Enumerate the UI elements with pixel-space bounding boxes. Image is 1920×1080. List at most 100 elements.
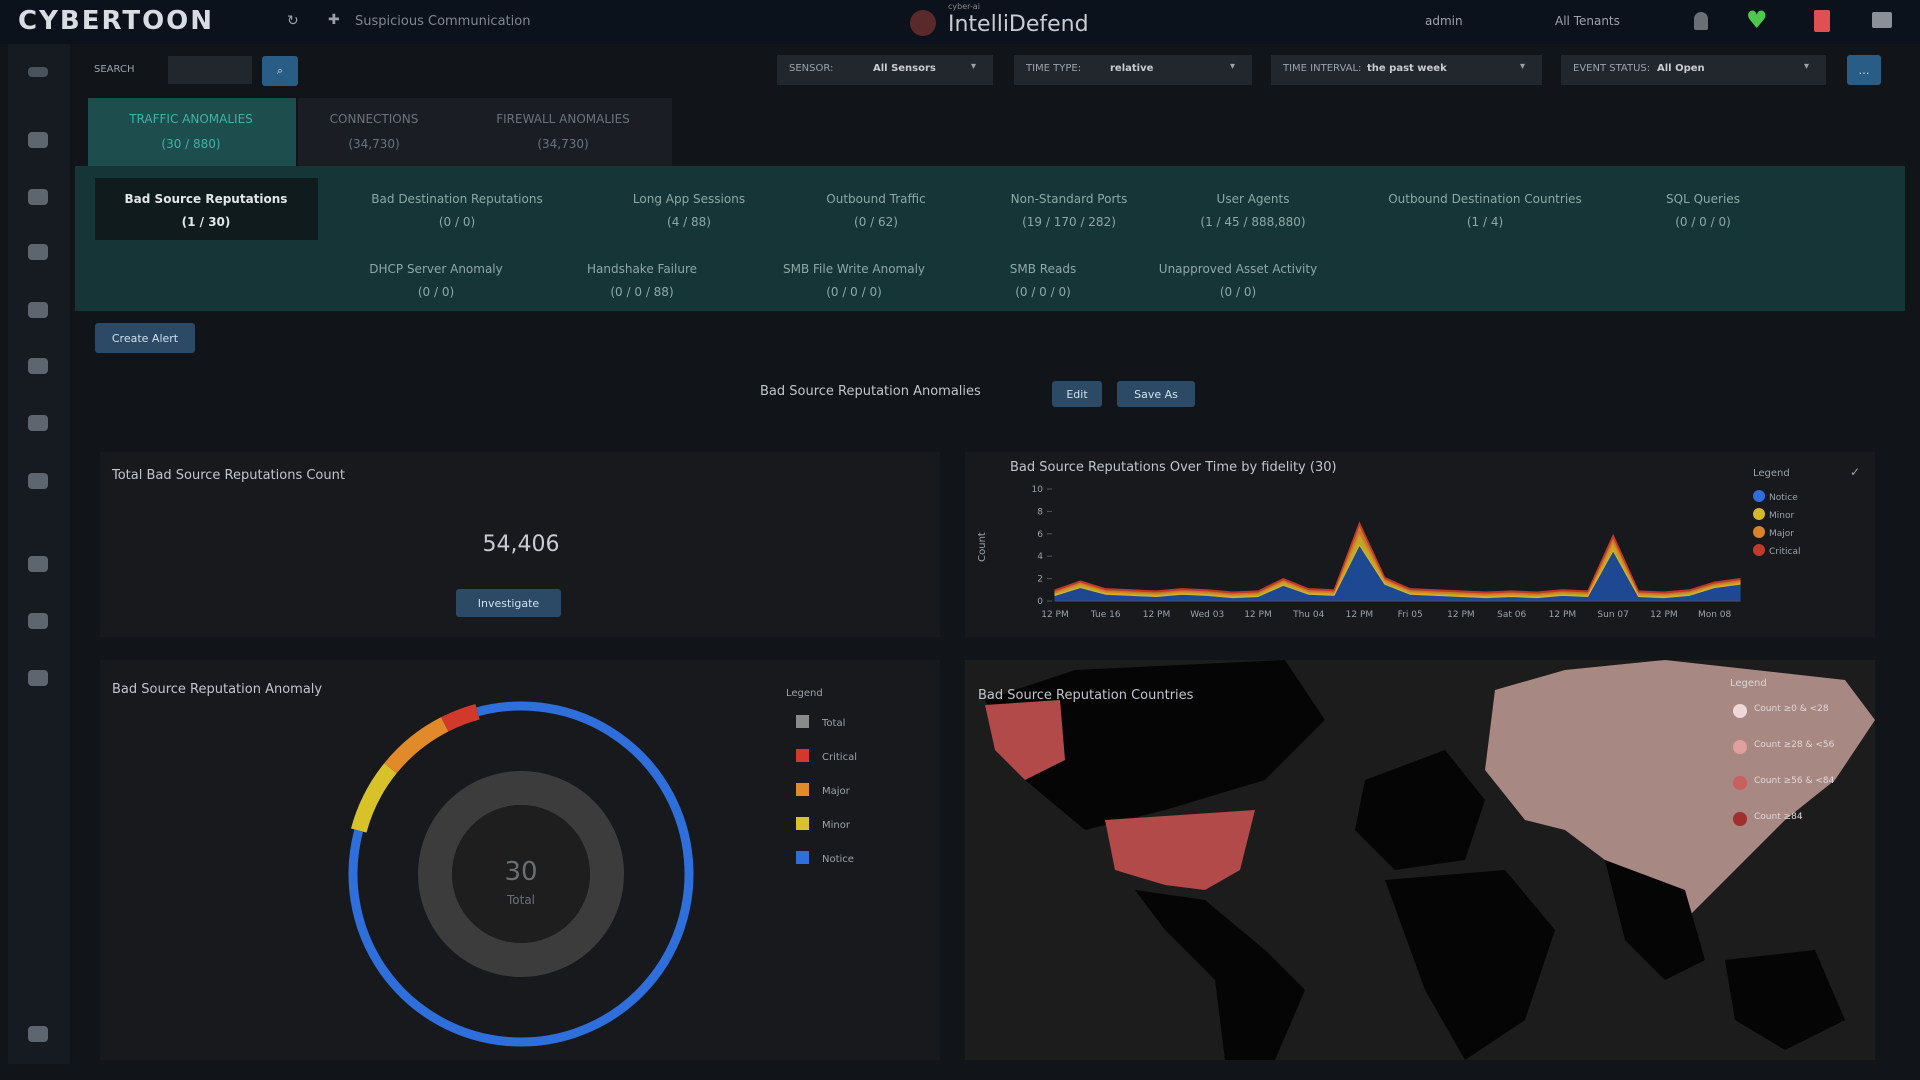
legend-toggle: ✓: [1850, 465, 1860, 479]
subtab-count[interactable]: (0 / 0 / 0): [826, 285, 882, 299]
subtab[interactable]: SMB File Write Anomaly: [782, 262, 926, 276]
land: [985, 660, 1325, 830]
donut-segment: [384, 717, 449, 774]
edit-button[interactable]: Edit: [1052, 381, 1102, 407]
tab-count[interactable]: (34,730): [537, 137, 589, 151]
legend-swatch: [796, 817, 809, 830]
inner-core: [452, 805, 590, 943]
subtab-count[interactable]: (4 / 88): [667, 215, 711, 229]
save-as-button[interactable]: Save As: [1117, 381, 1195, 407]
subtab-count[interactable]: (0 / 0 / 88): [610, 285, 674, 299]
sidebar-icon[interactable]: [28, 1026, 48, 1042]
search-button[interactable]: ⌕: [262, 56, 298, 86]
icon[interactable]: ↻: [287, 13, 299, 29]
y-axis-label: Count: [977, 532, 988, 562]
tab-count[interactable]: (34,730): [348, 137, 400, 151]
subtab-count[interactable]: (0 / 62): [854, 215, 898, 229]
donut-total: 30: [504, 857, 537, 887]
sidebar-icon[interactable]: [28, 556, 48, 572]
more-button[interactable]: …: [1847, 55, 1881, 85]
subtab[interactable]: Bad Destination Reputations: [371, 192, 543, 206]
legend-label: Major: [1769, 529, 1794, 539]
sidebar-icon[interactable]: [28, 244, 48, 260]
panel-title: Total Bad Source Reputations Count: [112, 468, 345, 483]
sidebar-icon[interactable]: [28, 132, 48, 148]
legend-label: Total: [821, 718, 845, 729]
area: [1054, 521, 1741, 594]
subtab[interactable]: Bad Source Reputations: [124, 192, 288, 206]
sidebar-icon[interactable]: [28, 189, 48, 205]
report-icon[interactable]: [1814, 10, 1830, 32]
legend-swatch: [1733, 704, 1747, 718]
filter-box[interactable]: [1014, 55, 1252, 85]
subtab[interactable]: DHCP Server Anomaly: [369, 262, 503, 276]
x-tick-label: Sat 06: [1497, 610, 1526, 620]
subtab[interactable]: SQL Queries: [1666, 192, 1740, 206]
x-tick-label: 12 PM: [1041, 610, 1069, 620]
subtab[interactable]: User Agents: [1216, 192, 1290, 206]
y-tick-label: 6: [1037, 530, 1043, 540]
legend-label: Minor: [822, 820, 851, 831]
breadcrumb[interactable]: Suspicious Communication: [355, 14, 531, 29]
legend-label: Count ≥56 & <84: [1754, 776, 1835, 786]
x-tick-label: Fri 05: [1398, 610, 1423, 620]
bell-icon[interactable]: [1694, 12, 1708, 30]
sidebar-icon[interactable]: [28, 415, 48, 431]
legend-title: Legend: [1753, 468, 1790, 479]
icon[interactable]: ✚: [328, 12, 340, 28]
subtab-count[interactable]: (0 / 0): [1219, 285, 1257, 299]
subtab[interactable]: Handshake Failure: [586, 262, 698, 276]
filter-box[interactable]: [1561, 55, 1826, 85]
tab-count[interactable]: (30 / 880): [161, 137, 221, 151]
tenant-menu[interactable]: All Tenants: [1555, 14, 1620, 28]
sidebar-icon[interactable]: [28, 473, 48, 489]
user-menu[interactable]: admin: [1425, 14, 1463, 28]
sidebar-icon[interactable]: [28, 302, 48, 318]
subtab[interactable]: Unapproved Asset Activity: [1158, 262, 1318, 276]
y-tick-label: 4: [1037, 552, 1043, 562]
tab[interactable]: FIREWALL ANOMALIES: [496, 112, 630, 126]
tab[interactable]: CONNECTIONS: [329, 112, 419, 126]
search-input[interactable]: [168, 56, 252, 84]
subtab-count[interactable]: (19 / 170 / 282): [1022, 215, 1116, 229]
subtab-count[interactable]: (0 / 0 / 0): [1675, 215, 1731, 229]
logo[interactable]: CYBERTOON: [18, 6, 215, 36]
sidebar-icon[interactable]: [28, 670, 48, 686]
area: [1054, 523, 1741, 596]
investigate-button[interactable]: Investigate: [456, 589, 561, 617]
subtab-count[interactable]: (1 / 30): [181, 215, 231, 229]
subtab[interactable]: Non-Standard Ports: [1010, 192, 1128, 206]
land: [1385, 870, 1555, 1060]
legend-label: Count ≥84: [1754, 812, 1803, 822]
filter-value: All Open: [1657, 63, 1705, 74]
product-tag: cyber-ai: [948, 2, 980, 11]
legend-swatch: [1733, 776, 1747, 790]
top-bar: [0, 0, 1920, 44]
create-alert-button[interactable]: Create Alert: [95, 323, 195, 353]
subtab-count[interactable]: (0 / 0): [438, 215, 476, 229]
tab[interactable]: TRAFFIC ANOMALIES: [129, 112, 253, 126]
subtab[interactable]: SMB Reads: [1009, 262, 1077, 276]
subtab-count[interactable]: (0 / 0): [417, 285, 455, 299]
legend-swatch: [1753, 490, 1765, 502]
chat-icon[interactable]: [1872, 12, 1892, 28]
timeline-chart: Bad Source Reputations Over Time by fide…: [977, 460, 1860, 620]
legend-swatch: [1753, 544, 1765, 556]
filter-box[interactable]: [777, 55, 993, 85]
filter-box[interactable]: [1271, 55, 1542, 85]
sidebar-icon[interactable]: [28, 67, 48, 77]
subtab-count[interactable]: (0 / 0 / 0): [1015, 285, 1071, 299]
sidebar-icon[interactable]: [28, 613, 48, 629]
subtab[interactable]: Outbound Destination Countries: [1388, 192, 1582, 206]
sidebar-icon[interactable]: [28, 358, 48, 374]
country-highlight: [1105, 810, 1255, 890]
subtab-count[interactable]: (1 / 4): [1466, 215, 1504, 229]
x-tick-label: 12 PM: [1650, 610, 1678, 620]
subtab-count[interactable]: (1 / 45 / 888,880): [1200, 215, 1306, 229]
health-icon[interactable]: ♥: [1746, 6, 1768, 34]
legend-label: Major: [822, 786, 851, 797]
subtab[interactable]: Long App Sessions: [632, 192, 746, 206]
inner-ring: [418, 771, 624, 977]
subtab[interactable]: Outbound Traffic: [826, 192, 926, 206]
